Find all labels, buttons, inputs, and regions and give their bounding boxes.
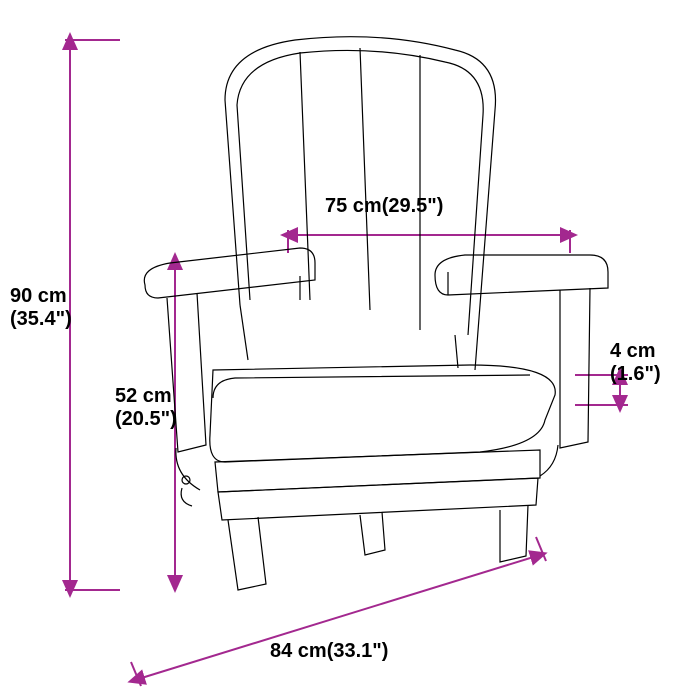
- height-cm: 90 cm: [10, 285, 67, 307]
- cushion-thickness-label: 4 cm (1.6"): [610, 340, 661, 386]
- cushion-in: (1.6"): [610, 363, 661, 385]
- width-in: (29.5"): [382, 195, 444, 217]
- diagram-canvas: 90 cm (35.4") 52 cm (20.5") 75 cm(29.5")…: [0, 0, 700, 700]
- depth-label: 84 cm(33.1"): [270, 640, 388, 663]
- armrest-cm: 52 cm: [115, 385, 172, 407]
- depth-in: (33.1"): [327, 640, 389, 662]
- height-in: (35.4"): [10, 308, 72, 330]
- armrest-height-label: 52 cm (20.5"): [115, 385, 177, 431]
- chair-drawing: [0, 0, 700, 700]
- armrest-in: (20.5"): [115, 408, 177, 430]
- width-label: 75 cm(29.5"): [325, 195, 443, 218]
- cushion-cm: 4 cm: [610, 340, 656, 362]
- depth-cm: 84 cm: [270, 640, 327, 662]
- width-cm: 75 cm: [325, 195, 382, 217]
- height-label: 90 cm (35.4"): [10, 285, 72, 331]
